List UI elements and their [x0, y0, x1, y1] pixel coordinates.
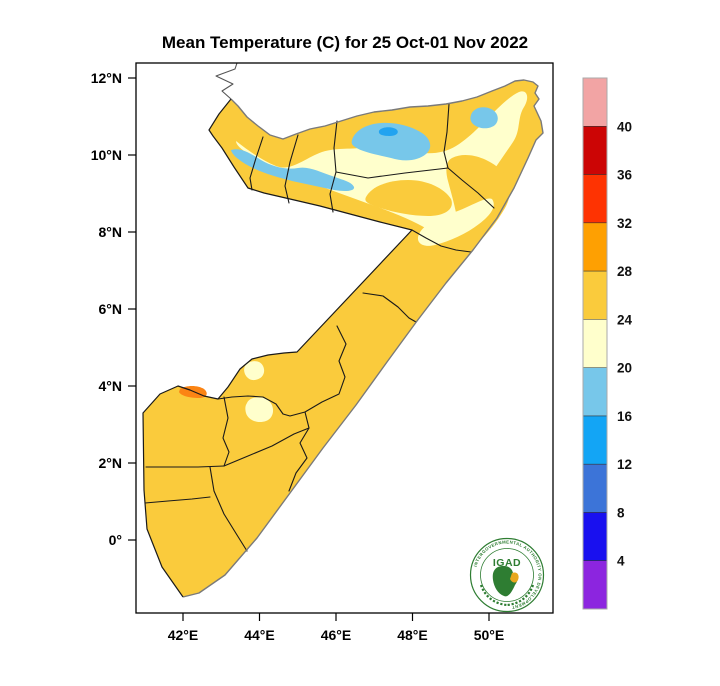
- y-axis-tick-label: 12°N: [91, 70, 122, 86]
- temp-zone-24-28-nugaal-band: [365, 180, 452, 216]
- y-axis-tick-label: 10°N: [91, 147, 122, 163]
- admin-boundary: [222, 396, 230, 467]
- colorbar-segment-32-36: [583, 174, 607, 224]
- x-axis-tick-label: 50°E: [474, 627, 505, 643]
- map-plot-area: [142, 62, 544, 598]
- colorbar-segment-below-4: [583, 560, 607, 610]
- admin-boundary: [335, 167, 449, 179]
- y-axis-tick-label: 6°N: [99, 301, 123, 317]
- colorbar-label: 8: [617, 505, 625, 520]
- admin-boundary: [362, 292, 417, 323]
- colorbar-label: 12: [617, 457, 632, 472]
- figure-title: Mean Temperature (C) for 25 Oct-01 Nov 2…: [162, 33, 528, 52]
- temp-zone-16-20-west-band: [231, 149, 355, 191]
- admin-boundary: [209, 466, 248, 552]
- colorbar-segment-above-40: [583, 78, 607, 127]
- temp-zone-16-20-central-patch: [351, 122, 431, 161]
- temp-zone-20-24-south-spot-1: [244, 361, 265, 381]
- admin-boundary: [443, 103, 450, 169]
- colorbar-label: 36: [617, 168, 633, 183]
- y-axis-tick-label: 4°N: [99, 378, 123, 394]
- x-axis-tick-label: 48°E: [397, 627, 428, 643]
- temp-zone-20-24-neck: [417, 198, 494, 246]
- colorbar-segment-24-28: [583, 271, 607, 320]
- colorbar-segment-8-12: [583, 464, 607, 513]
- y-axis-tick-label: 8°N: [99, 224, 123, 240]
- colorbar-segment-12-16: [583, 415, 607, 465]
- admin-boundary: [447, 167, 495, 209]
- plot-frame: [135, 62, 554, 614]
- colorbar-label: 40: [617, 119, 632, 134]
- admin-boundary: [288, 325, 347, 492]
- igad-logo-africa-map: [492, 565, 519, 597]
- colorbar-segment-20-24: [583, 319, 607, 369]
- colorbar-legend: 40 36 32 28 24 20 16 12 8 4: [582, 77, 633, 610]
- colorbar-segment-16-20: [583, 367, 607, 417]
- colorbar-label: 20: [617, 361, 632, 376]
- admin-boundary: [144, 496, 211, 504]
- igad-logo-laurel: [479, 584, 535, 607]
- igad-logo-wordmark: IGAD: [493, 557, 521, 569]
- colorbar-label: 32: [617, 216, 632, 231]
- temp-zone-20-24-south-spot-2: [245, 397, 274, 423]
- colorbar-frame: [582, 77, 608, 610]
- axes: 12°N 10°N 8°N 6°N 4°N 2°N 0° 42°E 44°E 46°E 48°E 50…: [91, 70, 505, 643]
- international-border: [142, 98, 413, 598]
- y-axis-tick-label: 0°: [109, 532, 122, 548]
- admin-boundary: [217, 395, 306, 417]
- admin-boundary: [284, 134, 299, 204]
- igad-logo-inner-ring: [480, 548, 534, 602]
- admin-boundary: [223, 427, 310, 467]
- colorbar-segment-4-8: [583, 512, 607, 562]
- temp-zone-16-20-northeast-spot: [470, 107, 498, 129]
- admin-boundary: [411, 229, 472, 253]
- colorbar-segment-36-40: [583, 126, 607, 176]
- admin-boundary: [249, 136, 264, 191]
- colorbar-label: 4: [617, 554, 625, 569]
- djibouti-outline: [215, 62, 238, 100]
- colorbar-segment-28-32: [583, 222, 607, 272]
- admin-boundary: [145, 465, 225, 468]
- y-axis-tick-label: 2°N: [99, 455, 123, 471]
- igad-logo-horn-highlight: [510, 572, 519, 583]
- x-axis-tick-label: 44°E: [244, 627, 275, 643]
- colorbar-label: 16: [617, 409, 633, 424]
- x-axis-tick-label: 46°E: [321, 627, 352, 643]
- colorbar-label: 24: [617, 312, 633, 327]
- igad-logo: INTERGOVERNMENTAL AUTHORITY ON DEVELOPME…: [469, 537, 545, 613]
- colorbar-label: 28: [617, 264, 633, 279]
- coastline: [182, 79, 544, 598]
- temp-zone-12-16-core-spot: [378, 127, 398, 136]
- x-axis-tick-label: 42°E: [168, 627, 199, 643]
- admin-boundaries: [144, 103, 495, 552]
